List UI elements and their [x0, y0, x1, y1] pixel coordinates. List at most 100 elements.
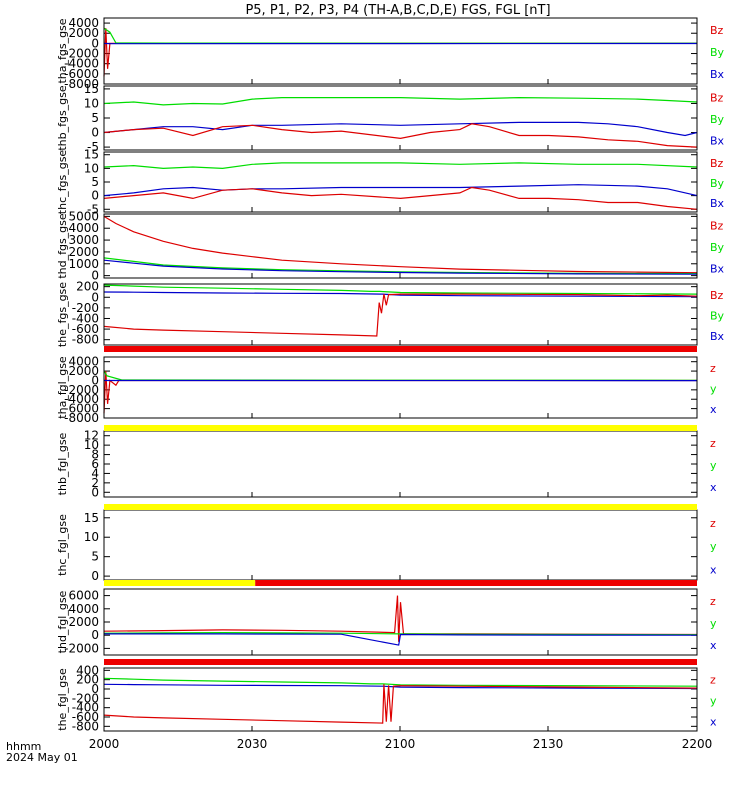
legend-entry-by: By: [710, 177, 725, 190]
y-tick-label: 0: [91, 36, 99, 50]
y-tick-label: 400: [76, 663, 99, 677]
y-tick-label: -8000: [64, 411, 99, 425]
y-tick-label: 0: [91, 628, 99, 642]
legend-entry-by: By: [710, 310, 725, 323]
series-line-z: [103, 684, 698, 724]
y-axis-label: thd_fgl_gse: [56, 590, 69, 653]
y-tick-label: 10: [84, 161, 99, 175]
y-tick-label: 0: [91, 682, 99, 696]
legend-entry-bz: Bz: [710, 157, 724, 170]
y-axis-label: the_fgl_gse: [56, 668, 69, 731]
series-line-bx: [103, 184, 698, 197]
x-tick-label: 2030: [237, 737, 268, 751]
time-axis: 2000 2030 2100 2130 2200: [89, 737, 713, 751]
legend-entry-bz: Bz: [710, 289, 724, 302]
series-line-by: [103, 27, 697, 44]
series-line-y: [103, 370, 698, 381]
y-tick-label: 5: [91, 175, 99, 189]
y-tick-label: 8: [91, 448, 99, 462]
series-line-by: [103, 162, 698, 170]
y-axis-label: tha_fgs_gse: [56, 18, 69, 83]
legend-entry-bx: Bx: [710, 68, 725, 81]
y-tick-label: -200: [72, 301, 99, 315]
status-bar: [104, 580, 256, 586]
y-tick-label: 0: [91, 373, 99, 387]
y-tick-label: 6000: [68, 589, 99, 603]
status-bar: [104, 659, 697, 665]
y-tick-label: 1000: [68, 257, 99, 271]
legend-entry-y: y: [710, 617, 717, 630]
y-tick-label: -2000: [64, 47, 99, 61]
status-bar: [255, 580, 697, 586]
legend-entry-bx: Bx: [710, 197, 725, 210]
y-tick-label: 4000: [68, 221, 99, 235]
panel-frame: [103, 509, 698, 581]
y-tick-label: 10: [84, 438, 99, 452]
series-line-y: [103, 677, 698, 687]
panel-frame: [103, 356, 698, 419]
legend-entry-z: z: [710, 595, 716, 608]
y-tick-label: -4000: [64, 392, 99, 406]
series-line-by: [103, 96, 698, 106]
y-axis-label: tha_fgl_gse: [56, 356, 69, 419]
series-line-bz: [103, 123, 698, 148]
panel-frame: [103, 213, 698, 279]
y-tick-label: 15: [84, 82, 99, 96]
legend-entry-y: y: [710, 459, 717, 472]
y-tick-label: -600: [72, 322, 99, 336]
panel-tha-fgl-gse: 400020000-2000-4000-6000-8000tha_fgl_gse…: [56, 355, 717, 425]
y-tick-label: -2000: [64, 383, 99, 397]
x-units-label: hhmm: [6, 740, 41, 753]
legend-entry-y: y: [710, 383, 717, 396]
x-tick-label: 2130: [533, 737, 564, 751]
y-tick-label: -2000: [64, 641, 99, 655]
legend-entry-z: z: [710, 362, 716, 375]
y-tick-label: 2000: [68, 364, 99, 378]
y-tick-label: -800: [72, 333, 99, 347]
x-tick-label: 2000: [89, 737, 120, 751]
status-bar: [104, 425, 697, 431]
y-tick-label: 2000: [68, 26, 99, 40]
series-line-by: [103, 284, 698, 295]
y-tick-label: 15: [84, 511, 99, 525]
y-tick-label: 4000: [68, 16, 99, 30]
y-tick-label: 3000: [68, 233, 99, 247]
y-tick-label: 4: [91, 466, 99, 480]
y-tick-label: -5: [87, 202, 99, 216]
series-line-bz: [103, 293, 698, 337]
legend-entry-bz: Bz: [710, 220, 724, 233]
legend-entry-z: z: [710, 517, 716, 530]
y-tick-label: 10: [84, 96, 99, 110]
y-axis-label: thb_fgl_gse: [56, 432, 69, 495]
legend-entry-x: x: [710, 403, 717, 416]
y-tick-label: 0: [91, 269, 99, 283]
legend-entry-by: By: [710, 241, 725, 254]
x-tick-label: 2100: [385, 737, 416, 751]
y-tick-label: -8000: [64, 77, 99, 91]
y-tick-label: 0: [91, 189, 99, 203]
y-tick-label: 4000: [68, 355, 99, 369]
y-tick-label: 2: [91, 476, 99, 490]
y-tick-label: -600: [72, 710, 99, 724]
legend-entry-bx: Bx: [710, 134, 725, 147]
y-tick-label: 2000: [68, 245, 99, 259]
panel-frame: [103, 588, 698, 656]
legend-entry-by: By: [710, 46, 725, 59]
legend-entry-z: z: [710, 674, 716, 687]
y-tick-label: 15: [84, 148, 99, 162]
legend-entry-x: x: [710, 716, 717, 729]
status-bars: [104, 346, 697, 665]
y-axis-label: thc_fgl_gse: [56, 514, 69, 576]
y-tick-label: -4000: [64, 57, 99, 71]
series-line-bx: [103, 121, 698, 137]
y-tick-label: -6000: [64, 402, 99, 416]
y-axis-label: thb_fgs_gse: [56, 85, 69, 151]
y-tick-label: 0: [91, 126, 99, 140]
figure-title: P5, P1, P2, P3, P4 (TH-A,B,C,D,E) FGS, F…: [245, 3, 550, 18]
legend-entry-x: x: [710, 481, 717, 494]
legend-entry-x: x: [710, 639, 717, 652]
